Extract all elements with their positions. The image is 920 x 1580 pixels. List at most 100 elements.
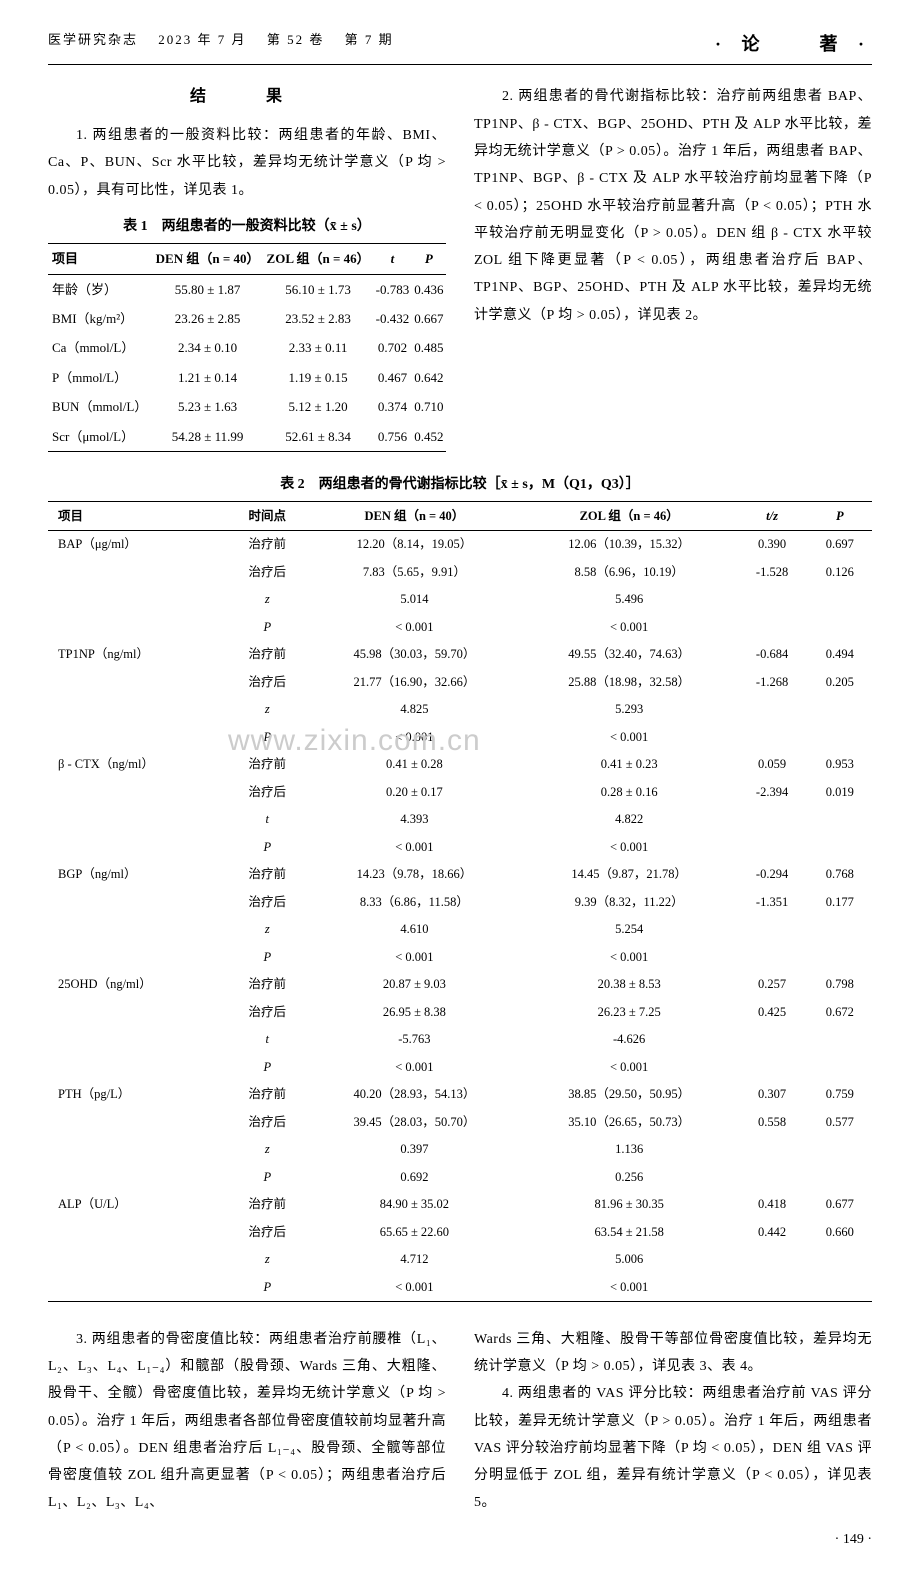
paragraph-1: 1. 两组患者的一般资料比较：两组患者的年龄、BMI、Ca、P、BUN、Scr …	[48, 122, 446, 204]
journal-info: 医学研究杂志 2023 年 7 月 第 52 卷 第 7 期	[48, 28, 394, 60]
table2-item	[48, 1026, 228, 1054]
table2-item	[48, 998, 228, 1026]
table2-cell: 9.39（8.32，11.22）	[522, 888, 737, 916]
table2-cell: 治疗前	[228, 530, 307, 558]
table2-cell: 0.126	[808, 558, 872, 586]
table2-cell: 0.768	[808, 861, 872, 889]
table2-cell: 4.825	[307, 696, 522, 724]
table2-cell: 25.88（18.98，32.58）	[522, 668, 737, 696]
table2-cell: 0.307	[737, 1081, 808, 1109]
table2-cell: 5.254	[522, 916, 737, 944]
table2-item	[48, 1136, 228, 1164]
table2-cell: 5.293	[522, 696, 737, 724]
table2-header: ZOL 组（n = 46）	[522, 502, 737, 531]
table2-cell: 治疗后	[228, 998, 307, 1026]
table1-cell: 2.33 ± 0.11	[263, 333, 373, 362]
left-column: 结 果 1. 两组患者的一般资料比较：两组患者的年龄、BMI、Ca、P、BUN、…	[48, 83, 446, 462]
table2-cell: 0.677	[808, 1191, 872, 1219]
table1-cell: 5.23 ± 1.63	[152, 392, 263, 421]
table2-header: t/z	[737, 502, 808, 531]
table2-cell	[737, 613, 808, 641]
table2-cell: 45.98（30.03，59.70）	[307, 641, 522, 669]
table1-cell: Scr（μmol/L）	[48, 422, 152, 452]
table2-cell	[808, 943, 872, 971]
table2-cell: < 0.001	[522, 943, 737, 971]
table2-cell: 8.33（6.86，11.58）	[307, 888, 522, 916]
table2-cell: 14.23（9.78，18.66）	[307, 861, 522, 889]
table2-item	[48, 668, 228, 696]
table2-cell: 4.610	[307, 916, 522, 944]
table2-cell: 0.672	[808, 998, 872, 1026]
right-column: 2. 两组患者的骨代谢指标比较：治疗前两组患者 BAP、TP1NP、β - CT…	[474, 83, 872, 462]
table2-cell: 81.96 ± 30.35	[522, 1191, 737, 1219]
table2-cell: t	[228, 806, 307, 834]
table2-cell: < 0.001	[522, 613, 737, 641]
table2-cell: 84.90 ± 35.02	[307, 1191, 522, 1219]
table2-block: 表 2 两组患者的骨代谢指标比较［x̄ ± s，M（Q1，Q3）］ www.zi…	[48, 472, 872, 1302]
table2-cell: 0.019	[808, 778, 872, 806]
table2-cell: 0.798	[808, 971, 872, 999]
section-label: · 论 著 ·	[715, 28, 872, 60]
table2-cell: 26.23 ± 7.25	[522, 998, 737, 1026]
table2-item	[48, 1218, 228, 1246]
table1-cell: BUN（mmol/L）	[48, 392, 152, 421]
table2-cell: 0.257	[737, 971, 808, 999]
table2-cell: 治疗后	[228, 1218, 307, 1246]
table2-cell: < 0.001	[307, 1053, 522, 1081]
table2-cell: 0.558	[737, 1108, 808, 1136]
table2-item: ALP（U/L）	[48, 1191, 228, 1219]
table2-caption: 表 2 两组患者的骨代谢指标比较［x̄ ± s，M（Q1，Q3）］	[48, 472, 872, 497]
table2-cell: 0.256	[522, 1163, 737, 1191]
table2-cell: t	[228, 1026, 307, 1054]
table2-cell: 0.692	[307, 1163, 522, 1191]
bottom-left: 3. 两组患者的骨密度值比较：两组患者治疗前腰椎（L₁、L₂、L₃、L₄、L₁₋…	[48, 1326, 446, 1552]
table1-cell: Ca（mmol/L）	[48, 333, 152, 362]
table2-cell: < 0.001	[522, 1053, 737, 1081]
table2-cell: -1.528	[737, 558, 808, 586]
table2-cell: -2.394	[737, 778, 808, 806]
table1-cell: 0.710	[412, 392, 446, 421]
table2-cell: < 0.001	[307, 943, 522, 971]
table2-cell	[808, 1273, 872, 1301]
table2-cell: 0.442	[737, 1218, 808, 1246]
table2-cell: 治疗后	[228, 668, 307, 696]
table1-cell: 1.19 ± 0.15	[263, 363, 373, 392]
table2-cell	[808, 586, 872, 614]
results-heading: 结 果	[48, 83, 446, 112]
table2-cell: 治疗前	[228, 1081, 307, 1109]
table2-cell: < 0.001	[307, 723, 522, 751]
table2-item	[48, 1108, 228, 1136]
table2-cell: 7.83（5.65，9.91）	[307, 558, 522, 586]
table1-header: ZOL 组（n = 46）	[263, 244, 373, 274]
table2-cell: 0.397	[307, 1136, 522, 1164]
page-header: 医学研究杂志 2023 年 7 月 第 52 卷 第 7 期 · 论 著 ·	[48, 28, 872, 65]
table2-item: TP1NP（ng/ml）	[48, 641, 228, 669]
journal-date: 2023 年 7 月	[158, 32, 246, 47]
paragraph-3: 3. 两组患者的骨密度值比较：两组患者治疗前腰椎（L₁、L₂、L₃、L₄、L₁₋…	[48, 1326, 446, 1517]
table1-header: DEN 组（n = 40）	[152, 244, 263, 274]
table2-cell: 0.660	[808, 1218, 872, 1246]
table2-cell: 21.77（16.90，32.66）	[307, 668, 522, 696]
table2-item	[48, 696, 228, 724]
table2-cell	[737, 696, 808, 724]
journal-volume: 第 52 卷	[267, 32, 325, 47]
table2-cell	[808, 1136, 872, 1164]
table2-cell	[808, 613, 872, 641]
table1-cell: 0.436	[412, 274, 446, 304]
table1-header: P	[412, 244, 446, 274]
paragraph-2: 2. 两组患者的骨代谢指标比较：治疗前两组患者 BAP、TP1NP、β - CT…	[474, 83, 872, 329]
table1-cell: 0.374	[373, 392, 412, 421]
table2-item	[48, 613, 228, 641]
table2-cell: P	[228, 1053, 307, 1081]
table2-cell: 0.953	[808, 751, 872, 779]
table2-cell: P	[228, 833, 307, 861]
table2-cell: 49.55（32.40，74.63）	[522, 641, 737, 669]
table2-cell	[808, 1026, 872, 1054]
table2-cell: P	[228, 943, 307, 971]
table2-header: 时间点	[228, 502, 307, 531]
table2-cell	[737, 1053, 808, 1081]
table1-cell: 2.34 ± 0.10	[152, 333, 263, 362]
table2-cell: z	[228, 1246, 307, 1274]
table2-cell: 0.059	[737, 751, 808, 779]
table2-cell: 治疗后	[228, 888, 307, 916]
